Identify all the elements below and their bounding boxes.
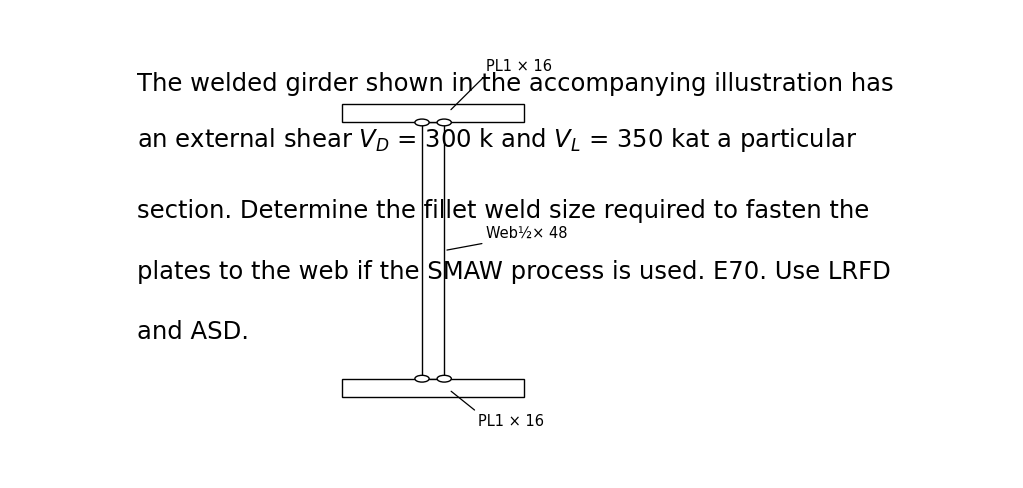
Text: PL1 × 16: PL1 × 16 bbox=[479, 414, 544, 428]
Text: and ASD.: and ASD. bbox=[137, 320, 250, 344]
Circle shape bbox=[437, 119, 451, 126]
Text: section. Determine the fillet weld size required to fasten the: section. Determine the fillet weld size … bbox=[137, 200, 870, 224]
Text: PL1 × 16: PL1 × 16 bbox=[486, 60, 552, 74]
Bar bbox=[342, 379, 525, 397]
Bar bbox=[342, 104, 525, 122]
Bar bbox=[422, 122, 444, 379]
Text: plates to the web if the SMAW process is used. E70. Use LRFD: plates to the web if the SMAW process is… bbox=[137, 260, 891, 284]
Circle shape bbox=[415, 375, 430, 382]
Text: an external shear $V_D$ = 300 k and $V_L$ = 350 kat a particular: an external shear $V_D$ = 300 k and $V_L… bbox=[137, 126, 858, 154]
Circle shape bbox=[437, 375, 451, 382]
Text: The welded girder shown in the accompanying illustration has: The welded girder shown in the accompany… bbox=[137, 72, 894, 96]
Circle shape bbox=[415, 119, 430, 126]
Text: Web½× 48: Web½× 48 bbox=[486, 226, 568, 241]
